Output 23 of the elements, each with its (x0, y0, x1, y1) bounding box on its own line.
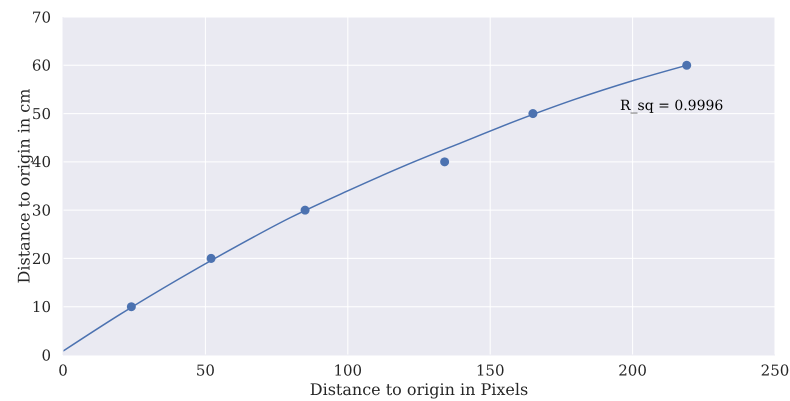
y-tick-label: 50 (32, 104, 51, 123)
x-tick-label: 50 (196, 362, 215, 380)
y-axis-title: Distance to origin in cm (14, 88, 34, 284)
y-tick-label: 20 (32, 250, 51, 268)
point (206, 254, 216, 263)
y-tick-label: 40 (32, 153, 51, 172)
point (440, 157, 450, 166)
x-axis-title: Distance to origin in Pixels (310, 380, 528, 399)
y-tick-label: 30 (32, 201, 51, 220)
point (682, 60, 692, 70)
x-tick-label: 0 (58, 362, 68, 380)
point (528, 109, 538, 118)
point (300, 206, 310, 215)
y-tick-label: 60 (32, 56, 51, 75)
x-tick-label: 200 (618, 362, 647, 380)
annotation: R_sq = 0.9996 (620, 98, 724, 114)
x-tick-label: 150 (476, 362, 505, 380)
y-tick-label: 70 (32, 8, 51, 26)
x-tick-label: 250 (760, 362, 790, 380)
point (126, 302, 136, 312)
y-tick-label: 10 (32, 298, 51, 316)
x-tick-label: 100 (333, 362, 362, 380)
y-tick-label: 0 (41, 346, 51, 364)
